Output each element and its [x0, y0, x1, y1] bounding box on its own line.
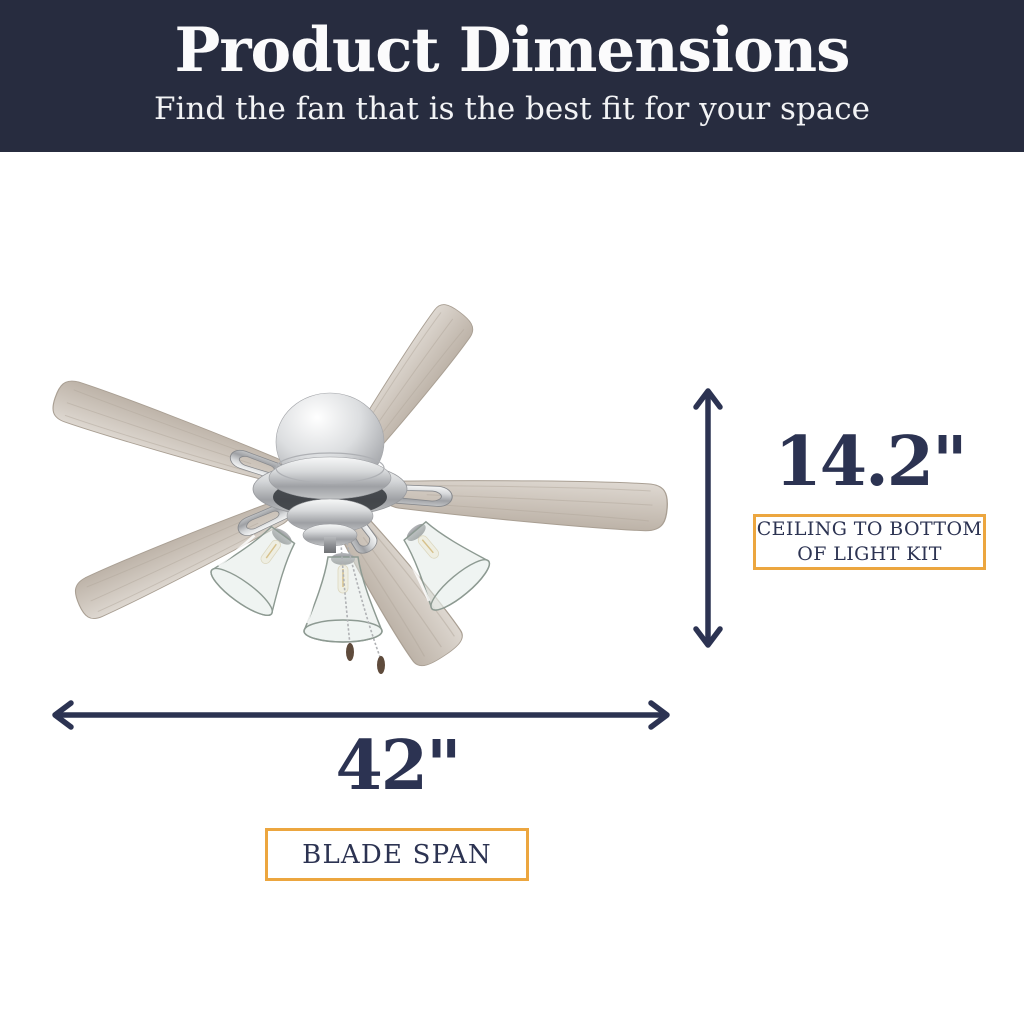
- vertical-dimension-label-line1: CEILING TO BOTTOM: [756, 517, 983, 540]
- vertical-dimension-arrow: [693, 388, 723, 648]
- arrow-down-icon: [693, 626, 723, 648]
- header-banner: Product Dimensions Find the fan that is …: [0, 0, 1024, 152]
- arrow-left-icon: [52, 700, 74, 730]
- arrow-up-icon: [693, 388, 723, 410]
- horizontal-dimension-label-box: BLADE SPAN: [265, 828, 529, 881]
- vertical-dimension-label-box: CEILING TO BOTTOM OF LIGHT KIT: [753, 514, 986, 570]
- vertical-dimension-value: 14.2": [774, 422, 967, 502]
- arrow-right-icon: [648, 700, 670, 730]
- pull-chains: [340, 542, 385, 674]
- horizontal-dimension-arrow: [52, 700, 670, 730]
- ceiling-fan-svg: [48, 298, 670, 674]
- pull-chain-right: [346, 542, 381, 658]
- horizontal-dimension-value: 42": [335, 726, 461, 806]
- fan-blade-right: [369, 466, 670, 533]
- pull-chain-left: [340, 542, 351, 646]
- page-title: Product Dimensions: [174, 15, 851, 87]
- horizontal-dimension-label: BLADE SPAN: [302, 839, 492, 870]
- page-subtitle: Find the fan that is the best fit for yo…: [154, 90, 870, 127]
- fan-motor-housing: [252, 392, 408, 553]
- ceiling-fan-image: [25, 285, 715, 690]
- vertical-dimension-label-line2: OF LIGHT KIT: [797, 543, 942, 565]
